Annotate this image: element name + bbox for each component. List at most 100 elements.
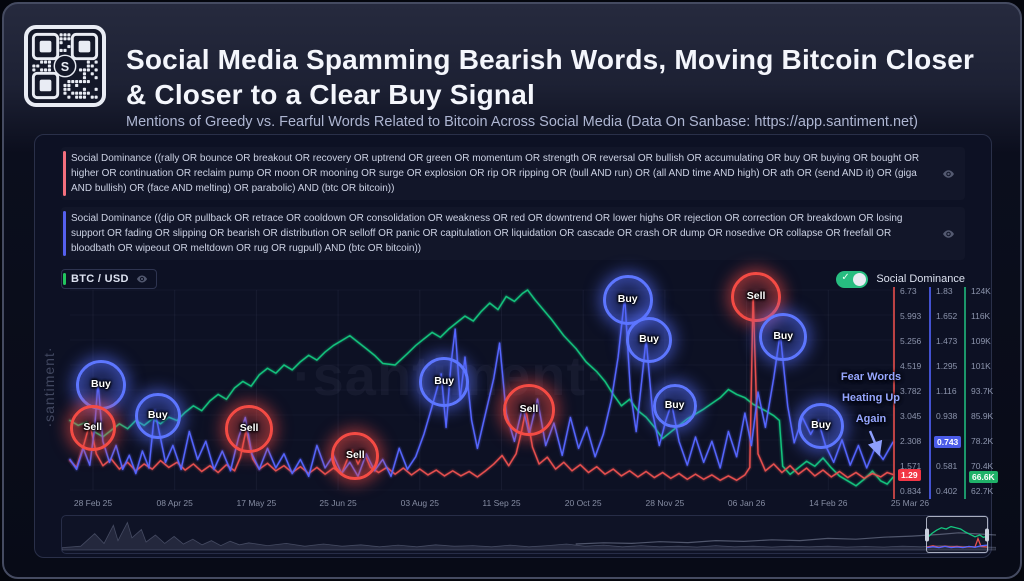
eye-icon[interactable]	[942, 227, 955, 240]
qr-module	[82, 68, 87, 72]
x-axis-label: 20 Oct 25	[564, 498, 602, 508]
qr-module	[67, 83, 71, 88]
signal-label: Buy	[617, 293, 638, 305]
legend-color-bar	[63, 151, 66, 196]
qr-module	[67, 37, 71, 41]
qr-module	[43, 60, 48, 64]
qr-pattern: S	[31, 32, 99, 100]
toggle-label: Social Dominance	[876, 273, 965, 285]
eye-icon[interactable]	[942, 167, 955, 180]
qr-module	[47, 64, 51, 68]
qr-module	[94, 87, 98, 91]
toggle-knob[interactable]	[853, 272, 867, 286]
x-axis-label: 28 Nov 25	[645, 498, 685, 508]
axis-tick: 85.9K	[971, 411, 994, 421]
axis-tick: 0.402	[936, 486, 958, 496]
qr-module	[67, 87, 71, 91]
buy-signal-circle: Buy	[759, 313, 808, 361]
legend-greedy-words[interactable]: Social Dominance ((rally OR bounce OR br…	[61, 147, 965, 200]
axis-tick: 1.83	[936, 286, 953, 296]
page-title: Social Media Spamming Bearish Words, Mov…	[126, 43, 975, 110]
axis-tick: 70.4K	[971, 461, 994, 471]
social-dominance-toggle[interactable]: ✓ Social Dominance	[836, 270, 965, 288]
toggle-switch-on[interactable]: ✓	[836, 270, 869, 288]
qr-module	[59, 33, 63, 37]
axis-tick: 1.295	[936, 361, 958, 371]
signal-label: Buy	[664, 399, 685, 411]
plot-svg	[67, 287, 966, 499]
qr-module	[82, 87, 87, 91]
chart-area: ·santiment· ·santiment· Fear Words Heati…	[35, 272, 998, 511]
signal-label: Buy	[434, 375, 455, 387]
x-axis-label: 25 Mar 26	[890, 498, 930, 508]
legend-fearful-words[interactable]: Social Dominance ((dip OR pullback OR re…	[61, 207, 965, 260]
qr-module	[63, 83, 67, 88]
legend-greedy-text: Social Dominance ((rally OR bounce OR br…	[71, 153, 920, 194]
timeline-minimap[interactable]	[61, 515, 996, 554]
qr-module	[79, 91, 83, 95]
signal-label: Sell	[83, 421, 103, 433]
qr-module	[82, 76, 87, 80]
qr-module	[94, 60, 98, 64]
qr-module	[63, 37, 67, 41]
qr-module	[90, 95, 94, 99]
qr-module	[40, 68, 44, 72]
signal-label: Buy	[91, 378, 111, 390]
qr-module	[90, 64, 94, 68]
sell-signal-circle: Sell	[69, 405, 116, 451]
qr-module	[71, 91, 75, 95]
axis-tick: 5.256	[900, 336, 922, 346]
qr-module	[94, 95, 98, 99]
qr-module	[63, 33, 67, 37]
qr-module	[63, 91, 67, 95]
signal-label: Buy	[773, 330, 794, 342]
buy-signal-circle: Buy	[626, 317, 673, 363]
qr-module	[75, 80, 79, 84]
x-axis-label: 08 Apr 25	[156, 498, 193, 508]
signal-label: Sell	[239, 422, 259, 434]
qr-module	[82, 80, 87, 84]
qr-module	[67, 33, 71, 37]
qr-module	[75, 91, 79, 95]
btc-price-line	[69, 289, 894, 487]
eye-icon[interactable]	[136, 273, 148, 285]
qr-module	[47, 60, 51, 64]
qr-module	[40, 60, 44, 64]
buy-signal-circle: Buy	[419, 357, 470, 407]
qr-logo-circle	[53, 54, 77, 78]
buy-signal-circle: Buy	[134, 393, 181, 439]
sell-signal-circle: Sell	[502, 384, 555, 436]
qr-module	[67, 95, 71, 99]
buy-signal-circle: Buy	[652, 384, 697, 428]
axis-tick: 6.73	[900, 286, 917, 296]
buy-signal-circle: Buy	[75, 360, 126, 410]
signal-label: Sell	[345, 449, 365, 461]
check-icon: ✓	[841, 271, 850, 283]
qr-finder-dot	[39, 79, 52, 92]
santiment-logo-letter: S	[61, 60, 69, 74]
signal-label: Buy	[147, 409, 168, 421]
minimap-history	[62, 521, 996, 551]
fear-words-annotation: Fear Words Heating Up Again	[819, 367, 923, 430]
axis-tick: 101K	[971, 361, 991, 371]
qr-module	[86, 68, 90, 72]
qr-module	[47, 68, 51, 72]
x-axis-label: 03 Aug 25	[400, 498, 439, 508]
pair-label: BTC / USD	[71, 273, 129, 285]
annotation-arrow-icon	[867, 430, 883, 457]
axis-tick: 109K	[971, 336, 991, 346]
qr-module	[94, 68, 98, 72]
x-axis-label: 14 Feb 26	[809, 498, 848, 508]
btc-usd-chip[interactable]: BTC / USD	[61, 269, 157, 289]
axis-tick: 93.7K	[971, 386, 994, 396]
qr-module	[32, 64, 36, 68]
qr-module	[82, 91, 87, 95]
qr-module	[71, 80, 75, 84]
minimap-selection[interactable]	[926, 516, 988, 553]
fearful-dominance-line	[69, 296, 894, 478]
axis-tick: 4.519	[900, 361, 922, 371]
sell-signal-circle: Sell	[731, 272, 782, 322]
qr-module	[36, 64, 40, 68]
